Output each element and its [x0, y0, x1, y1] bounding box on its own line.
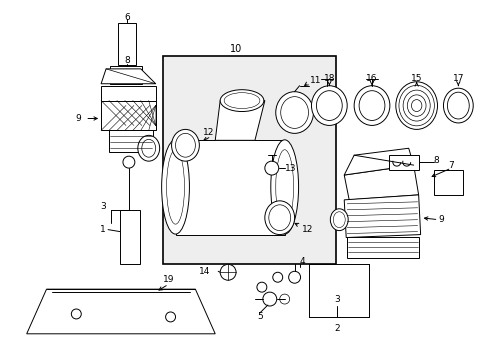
- Text: 17: 17: [452, 74, 463, 83]
- Bar: [110, 66, 142, 84]
- Text: 16: 16: [366, 74, 377, 83]
- Text: 9: 9: [438, 215, 443, 224]
- Text: 11: 11: [309, 76, 320, 85]
- Text: 15: 15: [410, 74, 422, 83]
- Circle shape: [272, 272, 282, 282]
- Polygon shape: [344, 148, 413, 175]
- Ellipse shape: [138, 135, 160, 161]
- Ellipse shape: [447, 92, 468, 119]
- Text: 1: 1: [100, 225, 106, 234]
- Polygon shape: [215, 100, 264, 140]
- Ellipse shape: [264, 201, 294, 235]
- Ellipse shape: [316, 91, 342, 121]
- Polygon shape: [101, 100, 155, 130]
- Text: 13: 13: [284, 163, 296, 172]
- Text: 8: 8: [433, 156, 438, 165]
- Bar: [433, 170, 462, 195]
- Polygon shape: [101, 69, 155, 84]
- Ellipse shape: [270, 140, 298, 234]
- Text: 4: 4: [299, 257, 305, 266]
- Ellipse shape: [275, 150, 293, 224]
- Text: 3: 3: [100, 202, 106, 211]
- Bar: [175, 140, 284, 235]
- Text: 18: 18: [323, 74, 334, 83]
- Circle shape: [122, 156, 135, 168]
- Bar: [109, 130, 152, 152]
- Bar: [346, 237, 418, 258]
- Circle shape: [71, 309, 81, 319]
- Text: 8: 8: [124, 57, 129, 66]
- Ellipse shape: [142, 139, 155, 157]
- Circle shape: [288, 271, 300, 283]
- Ellipse shape: [443, 88, 472, 123]
- Ellipse shape: [275, 92, 313, 133]
- Ellipse shape: [175, 133, 195, 157]
- Text: 14: 14: [199, 267, 210, 276]
- Ellipse shape: [353, 86, 389, 125]
- Polygon shape: [344, 195, 420, 238]
- Ellipse shape: [171, 129, 199, 161]
- Ellipse shape: [330, 209, 347, 231]
- Circle shape: [279, 294, 289, 304]
- Circle shape: [263, 292, 276, 306]
- Circle shape: [220, 264, 236, 280]
- Ellipse shape: [395, 82, 437, 129]
- Bar: [118, 23, 136, 65]
- Text: 19: 19: [163, 275, 174, 284]
- Circle shape: [165, 312, 175, 322]
- Ellipse shape: [333, 212, 345, 228]
- Bar: [163, 56, 336, 264]
- Text: 6: 6: [124, 13, 129, 22]
- Circle shape: [264, 161, 278, 175]
- Polygon shape: [344, 165, 418, 200]
- Ellipse shape: [311, 86, 346, 125]
- Ellipse shape: [166, 150, 184, 224]
- Ellipse shape: [162, 140, 189, 234]
- Text: 12: 12: [203, 128, 214, 137]
- Text: 9: 9: [75, 114, 81, 123]
- Polygon shape: [27, 289, 215, 334]
- Polygon shape: [101, 86, 155, 100]
- Text: 12: 12: [301, 225, 312, 234]
- Ellipse shape: [268, 205, 290, 231]
- Text: 5: 5: [257, 312, 262, 321]
- Text: 7: 7: [447, 161, 453, 170]
- Bar: [120, 210, 140, 264]
- Ellipse shape: [224, 93, 259, 109]
- Text: 10: 10: [229, 44, 242, 54]
- Bar: [388, 155, 418, 170]
- Ellipse shape: [280, 96, 308, 129]
- Text: 3: 3: [334, 294, 340, 303]
- Circle shape: [256, 282, 266, 292]
- Ellipse shape: [358, 91, 384, 121]
- Text: 2: 2: [334, 324, 339, 333]
- Ellipse shape: [220, 90, 264, 112]
